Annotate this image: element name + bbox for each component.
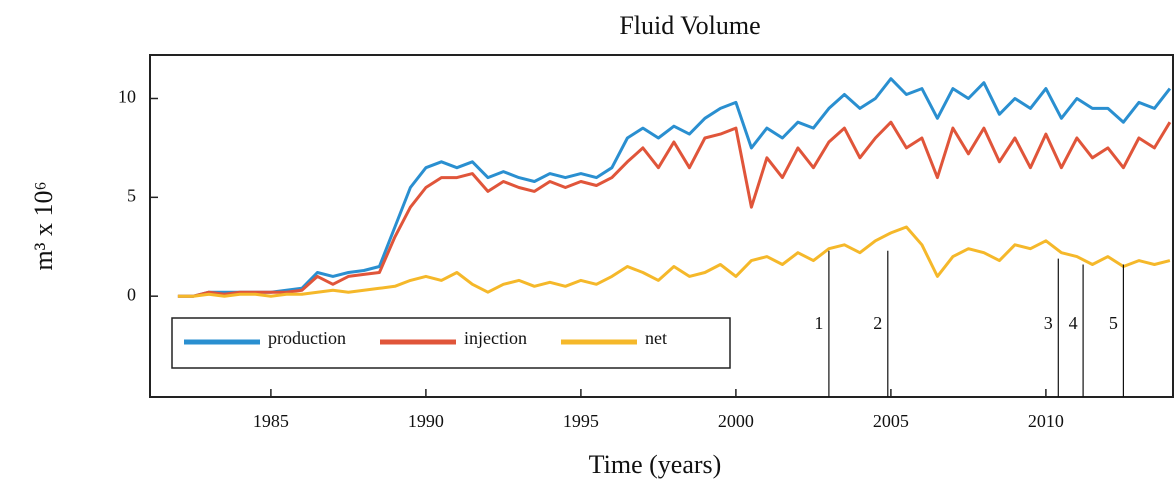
series-line bbox=[177, 225, 1171, 298]
plot-frame bbox=[149, 54, 1174, 398]
series-line bbox=[177, 77, 1172, 298]
chart-title: Fluid Volume bbox=[619, 11, 760, 40]
x-tick-label: 2000 bbox=[718, 411, 754, 431]
event-label: 5 bbox=[1109, 313, 1118, 333]
x-tick-label: 2005 bbox=[873, 411, 909, 431]
x-tick-label: 2010 bbox=[1028, 411, 1064, 431]
event-label: 4 bbox=[1069, 313, 1078, 333]
event-label: 3 bbox=[1044, 313, 1053, 333]
x-tick-label: 1985 bbox=[253, 411, 289, 431]
series-line bbox=[177, 120, 1172, 298]
x-axis-label: Time (years) bbox=[589, 450, 722, 479]
legend-label: injection bbox=[464, 328, 527, 348]
x-tick-label: 1990 bbox=[408, 411, 444, 431]
x-tick-label: 1995 bbox=[563, 411, 599, 431]
legend-label: net bbox=[645, 328, 667, 348]
event-label: 1 bbox=[814, 313, 823, 333]
y-tick-label: 0 bbox=[127, 284, 136, 304]
y-axis-label: m³ x 10⁶ bbox=[29, 181, 58, 270]
legend-label: production bbox=[268, 328, 346, 348]
y-tick-label: 10 bbox=[118, 87, 136, 107]
event-label: 2 bbox=[873, 313, 882, 333]
y-tick-label: 5 bbox=[127, 185, 136, 205]
